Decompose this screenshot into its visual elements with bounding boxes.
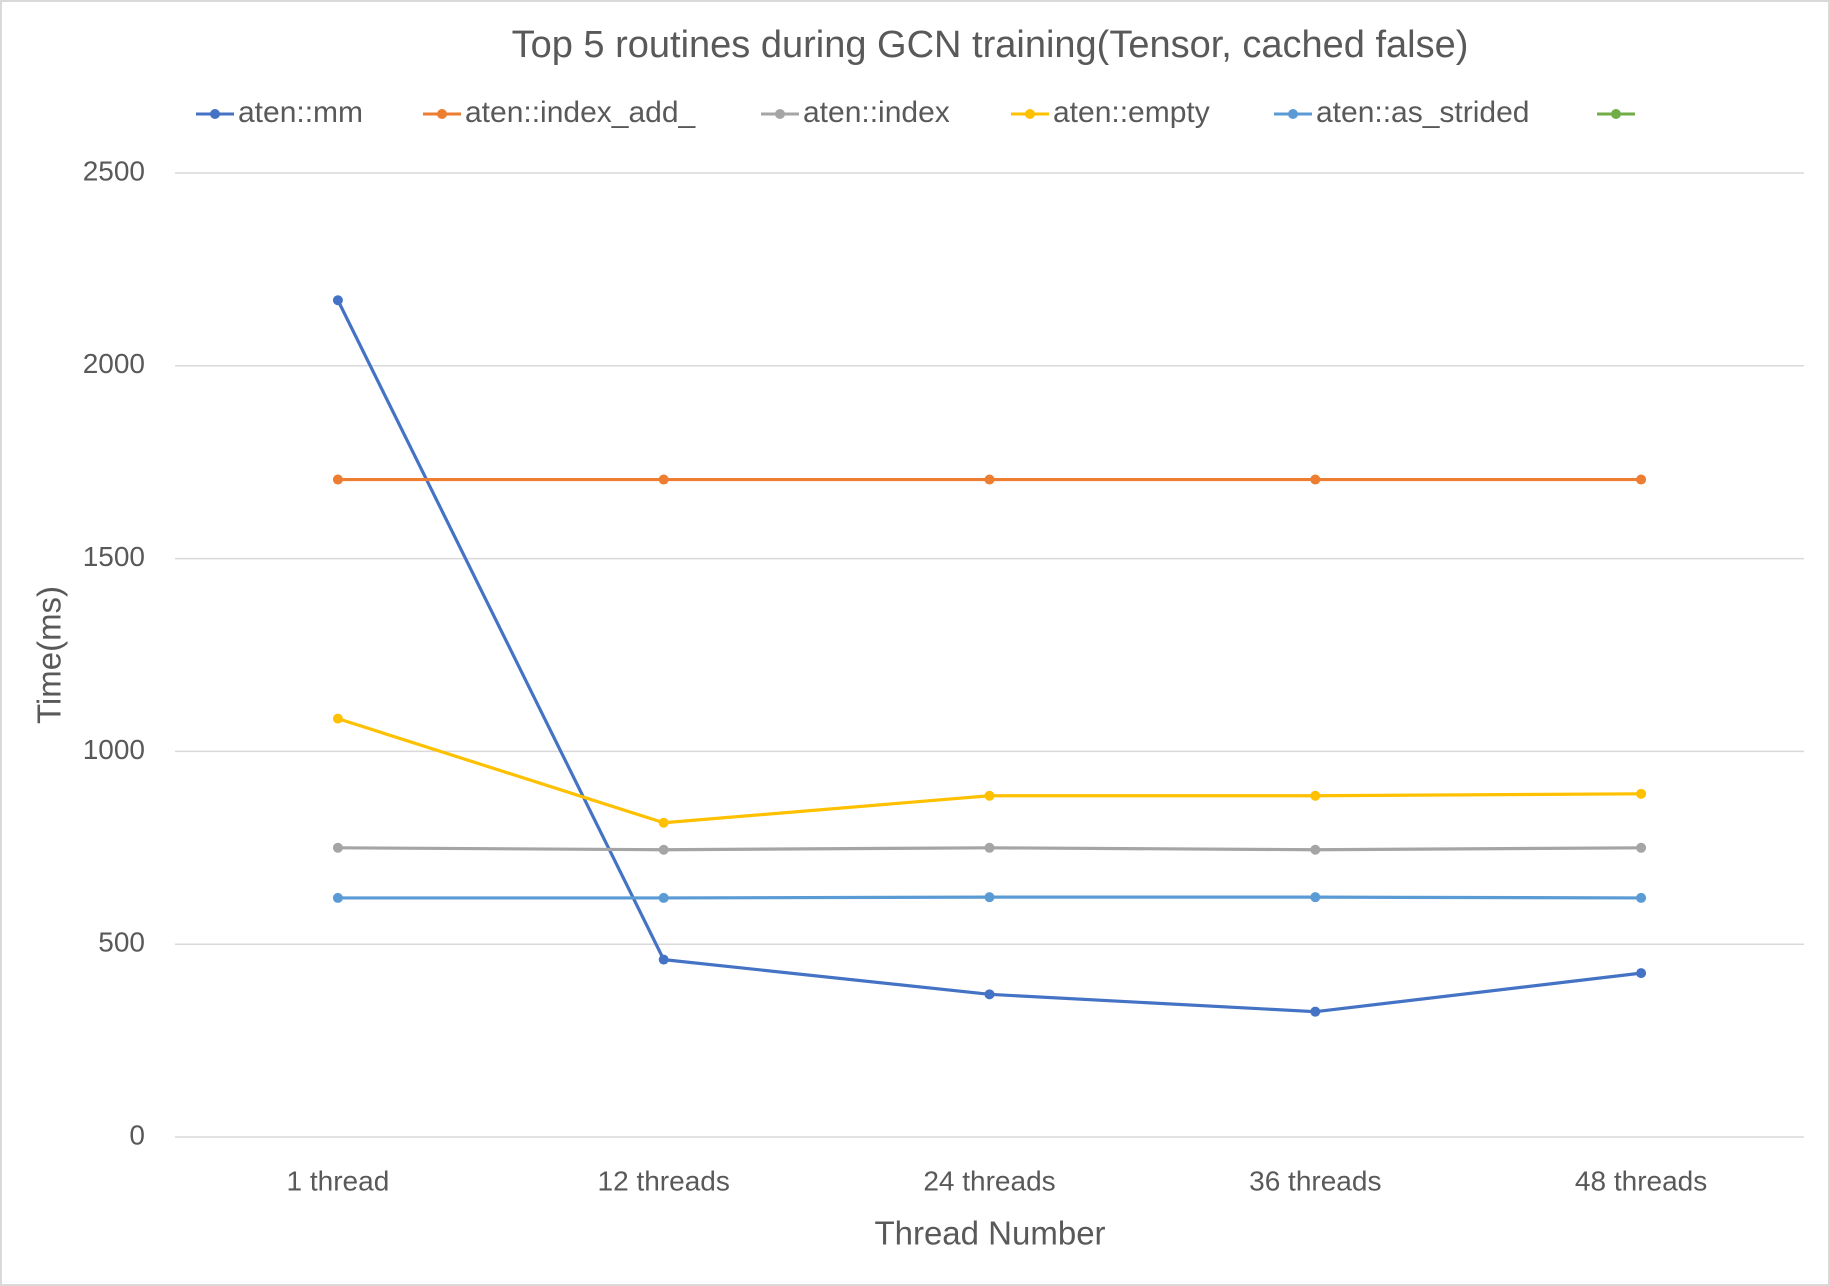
legend-marker bbox=[1025, 109, 1035, 119]
data-point bbox=[658, 844, 669, 855]
data-point bbox=[332, 474, 343, 485]
data-point bbox=[658, 817, 669, 828]
data-point bbox=[984, 474, 995, 485]
data-point bbox=[984, 892, 995, 903]
chart-title: Top 5 routines during GCN training(Tenso… bbox=[512, 24, 1469, 66]
x-tick-label: 36 threads bbox=[1249, 1165, 1381, 1196]
data-point bbox=[984, 790, 995, 801]
data-point bbox=[1310, 474, 1321, 485]
data-point bbox=[984, 989, 995, 1000]
legend-label: aten::as_strided bbox=[1316, 96, 1529, 129]
legend-marker bbox=[775, 109, 785, 119]
data-point bbox=[1636, 842, 1647, 853]
legend-label: aten::index_add_ bbox=[465, 96, 697, 129]
data-point bbox=[658, 892, 669, 903]
y-tick-label: 0 bbox=[129, 1119, 145, 1150]
y-tick-label: 500 bbox=[98, 927, 145, 958]
data-point bbox=[1310, 1006, 1321, 1017]
legend-label: aten::mm bbox=[238, 96, 363, 129]
legend-marker bbox=[1288, 109, 1298, 119]
data-point bbox=[1636, 892, 1647, 903]
x-axis-title: Thread Number bbox=[874, 1215, 1105, 1252]
data-point bbox=[984, 842, 995, 853]
x-tick-label: 24 threads bbox=[923, 1165, 1055, 1196]
data-point bbox=[1636, 968, 1647, 979]
data-point bbox=[658, 954, 669, 965]
y-axis-title: Time(ms) bbox=[31, 586, 68, 724]
y-tick-label: 1500 bbox=[83, 541, 145, 572]
data-point bbox=[1310, 790, 1321, 801]
legend-label: aten::index bbox=[803, 96, 950, 129]
legend-label: aten::empty bbox=[1053, 96, 1210, 129]
data-point bbox=[332, 892, 343, 903]
legend-marker bbox=[210, 109, 220, 119]
data-point bbox=[1636, 474, 1647, 485]
x-tick-label: 1 thread bbox=[287, 1165, 390, 1196]
data-point bbox=[332, 295, 343, 306]
data-point bbox=[1310, 892, 1321, 903]
y-tick-label: 1000 bbox=[83, 734, 145, 765]
y-tick-label: 2500 bbox=[83, 155, 145, 186]
data-point bbox=[1636, 788, 1647, 799]
legend-marker bbox=[1611, 109, 1621, 119]
x-tick-label: 12 threads bbox=[598, 1165, 730, 1196]
legend-marker bbox=[437, 109, 447, 119]
y-tick-label: 2000 bbox=[83, 348, 145, 379]
x-tick-label: 48 threads bbox=[1575, 1165, 1707, 1196]
data-point bbox=[658, 474, 669, 485]
data-point bbox=[1310, 844, 1321, 855]
data-point bbox=[332, 842, 343, 853]
data-point bbox=[332, 713, 343, 724]
